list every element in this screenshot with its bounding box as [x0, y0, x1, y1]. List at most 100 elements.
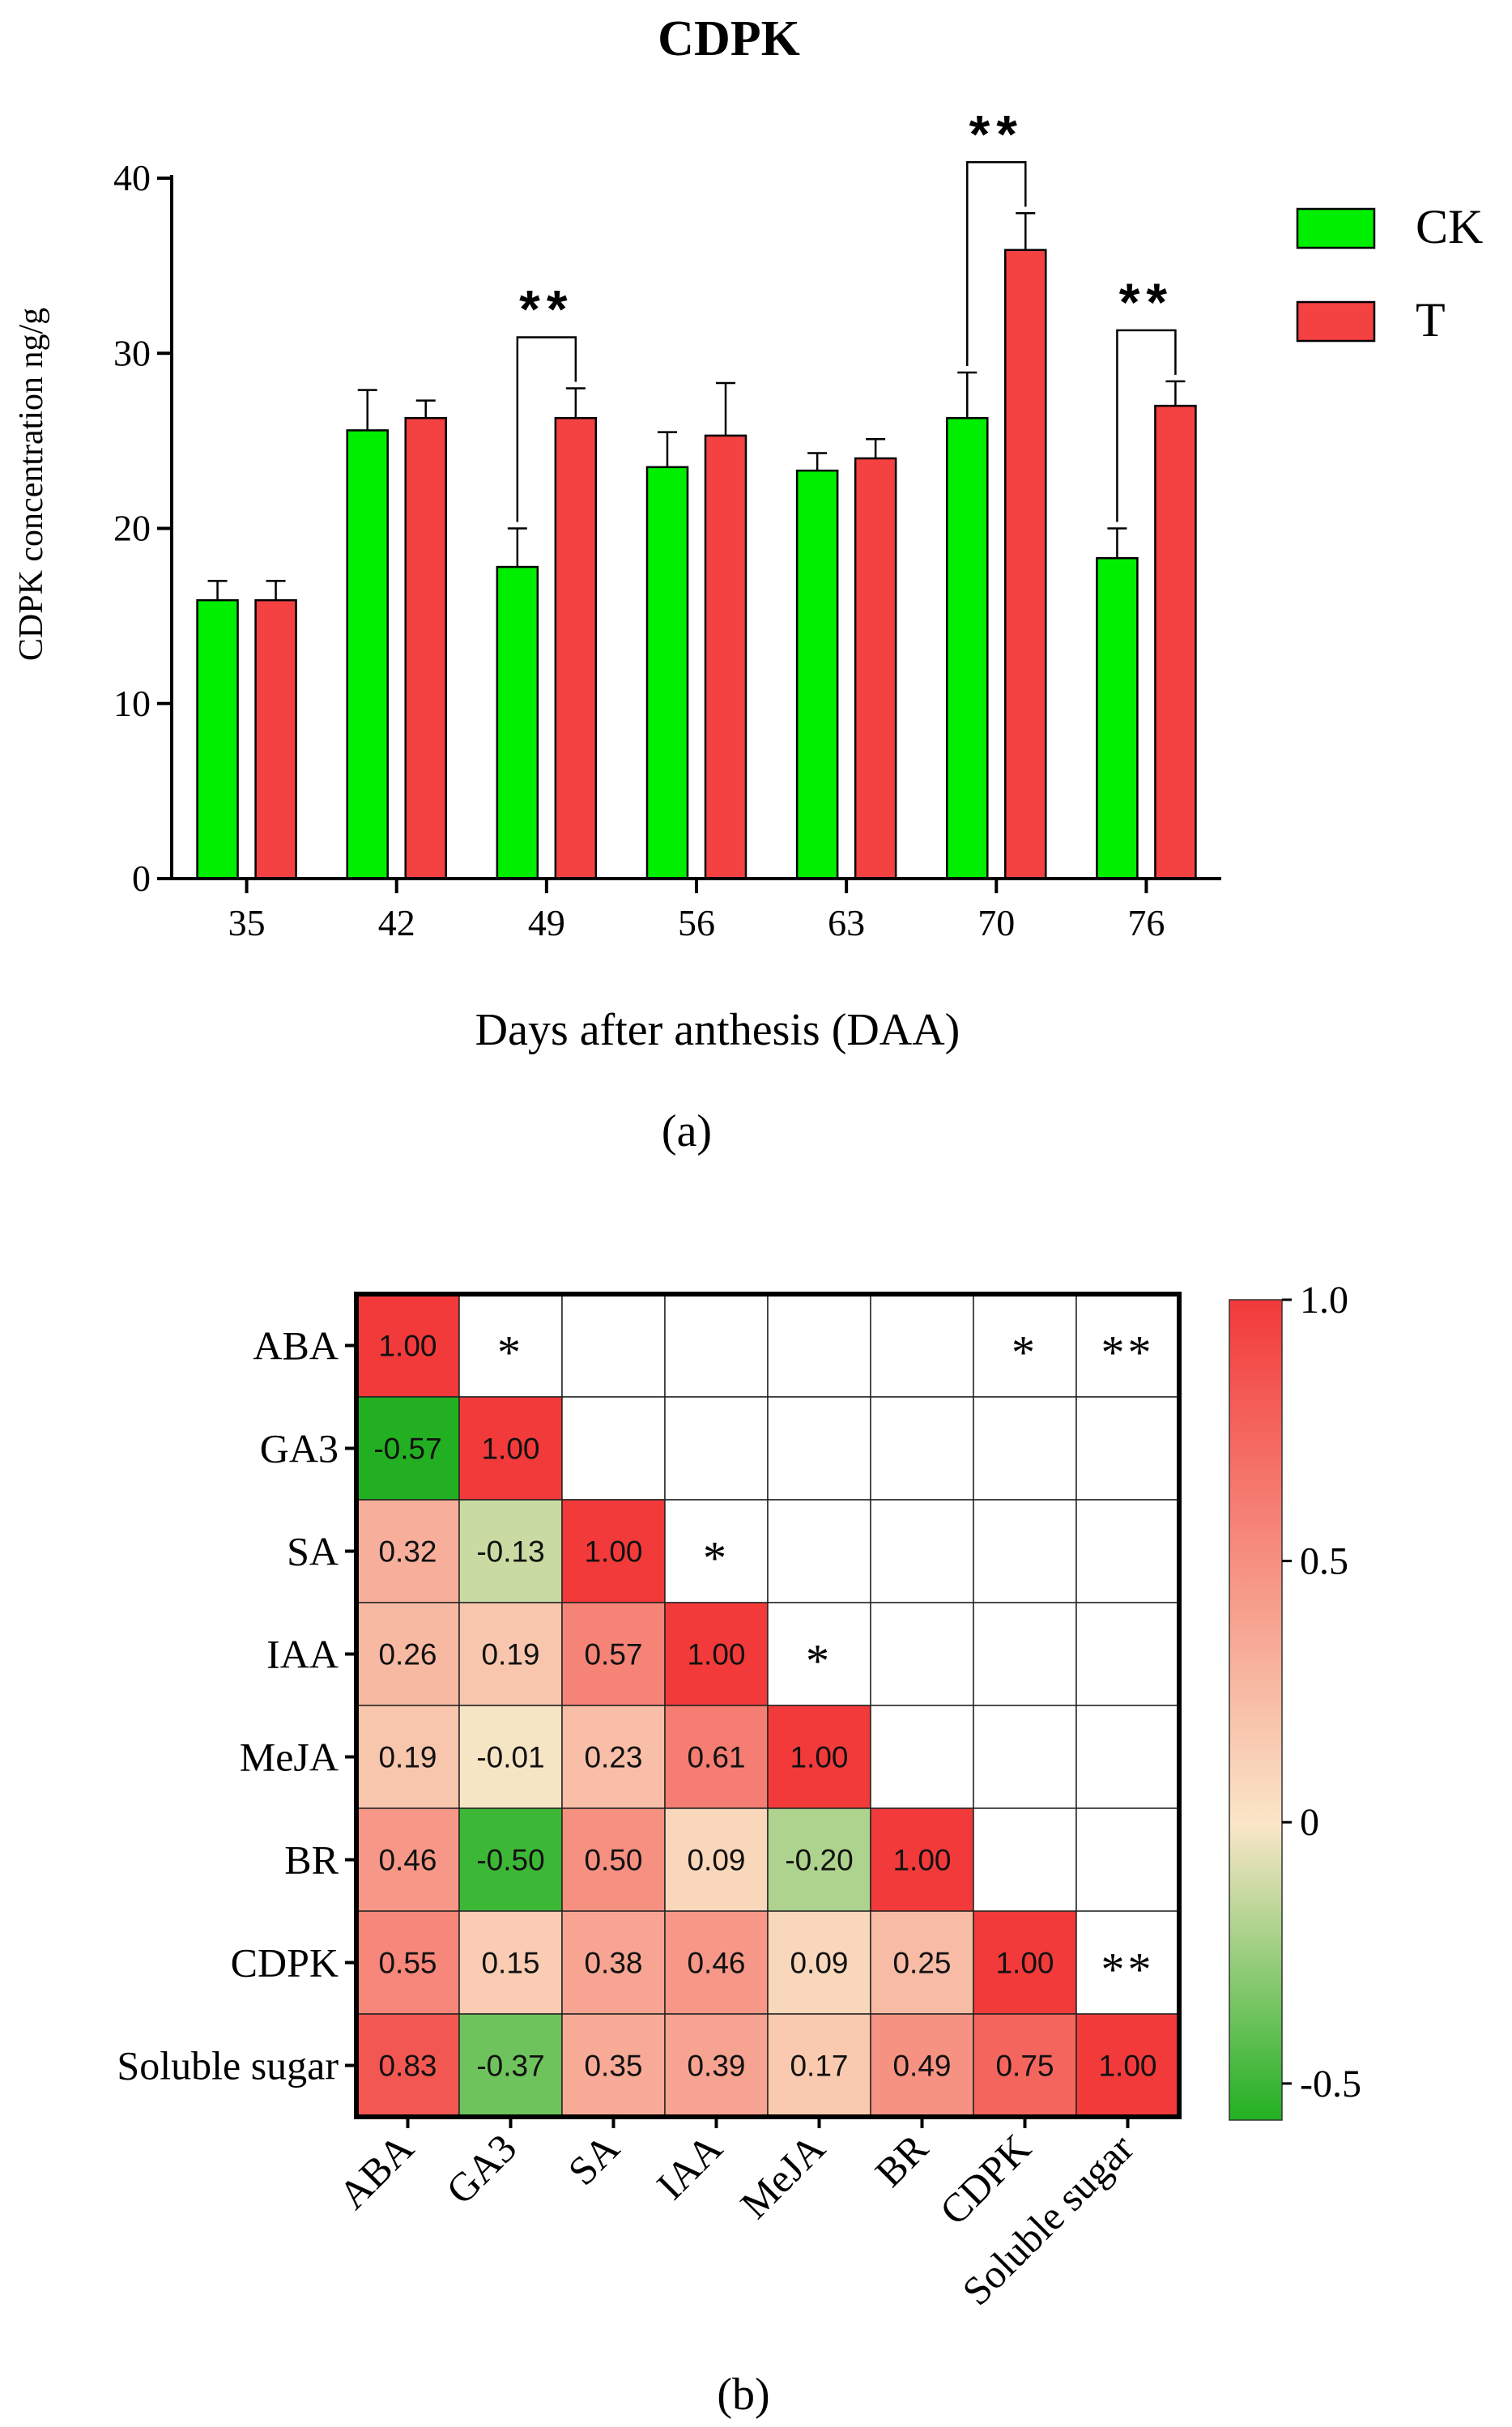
row-label: SA: [287, 1529, 339, 1574]
heatmap-cell: [767, 1807, 871, 1912]
cell-value-label: 0.19: [481, 1638, 539, 1671]
colorbar: -0.5 0 0.5 1.0: [1229, 1279, 1361, 2121]
heatmap-cell: [356, 1602, 460, 1706]
column-label: ABA: [330, 2125, 422, 2217]
cell-value-label: 0.55: [378, 1947, 437, 1980]
significance-label: **: [519, 279, 573, 339]
colorbar-tick-label: 1.0: [1300, 1279, 1348, 1322]
bar-chart-panel: CDPK CDPK concentration ng/g Days after …: [13, 11, 1483, 1156]
heatmap-cell: [664, 2013, 769, 2118]
bar-ck: [645, 466, 689, 880]
heatmap-cell: [1075, 1396, 1180, 1501]
cell-value-label: 1.00: [1098, 2050, 1156, 2083]
heatmap-cell: [356, 1807, 460, 1912]
bar-t: [704, 434, 747, 880]
x-tick-label: 70: [977, 902, 1015, 943]
column-label: GA3: [437, 2125, 525, 2212]
heatmap-cell: [767, 1396, 871, 1501]
bar-ck: [1096, 557, 1139, 880]
y-tick-label: 10: [113, 683, 151, 724]
cell-value-label: 0.83: [378, 2050, 437, 2083]
heatmap-cell: [664, 1602, 769, 1706]
heatmap-cell: [973, 1807, 1077, 1912]
row-label: GA3: [260, 1426, 339, 1471]
heatmap-cells: 1.00 -0.57 1.00 0.32 -0.13 1.00 0.26 0.19 0.57 1.…: [354, 1292, 1182, 2119]
x-axis-label: Days after anthesis (DAA): [475, 1005, 960, 1055]
heatmap-cell: [973, 1602, 1077, 1706]
row-label: BR: [284, 1837, 339, 1883]
cell-value-label: 0.49: [892, 2050, 951, 2083]
heatmap-cell: [458, 1705, 563, 1809]
column-label: SA: [559, 2125, 628, 2194]
heatmap-cell: [664, 1293, 769, 1398]
legend: CK T: [1296, 200, 1483, 347]
heatmap-cell: [1075, 1499, 1180, 1603]
x-tick-label: 63: [828, 902, 865, 943]
heatmap-cell: [870, 1807, 974, 1912]
legend-label-t: T: [1416, 293, 1446, 347]
cell-value-label: -0.57: [373, 1433, 441, 1466]
heatmap-cell: [356, 1499, 460, 1603]
y-tick-label: 20: [113, 508, 151, 549]
significance-bracket: [516, 336, 577, 522]
x-tick-label: 42: [378, 902, 415, 943]
y-tick-label: 40: [113, 157, 151, 198]
cell-value-label: -0.13: [476, 1535, 544, 1569]
correlation-heatmap-panel: 1.00-0.57 1.000.32 -0.13 1.000.26 0.19 0.57 1.…: [117, 1279, 1361, 2420]
bar-ck: [196, 598, 239, 880]
heatmap-cell: [561, 1602, 666, 1706]
cell-value-label: 1.00: [687, 1638, 745, 1671]
cell-value-label: 0.09: [790, 1947, 848, 1980]
heatmap-cell: [870, 2013, 974, 2118]
heatmap-cell: [870, 1293, 974, 1398]
heatmap-cell: [561, 1293, 666, 1398]
colorbar-gradient: [1229, 1299, 1283, 2121]
heatmap-cell: [870, 1705, 974, 1809]
bar-t: [404, 417, 447, 880]
heatmap-cell: [870, 1910, 974, 2015]
cell-value-label: 1.00: [995, 1947, 1054, 1980]
heatmap-cell: [1075, 1602, 1180, 1706]
cell-value-label: 1.00: [892, 1844, 951, 1877]
cell-value-label: 1.00: [481, 1433, 539, 1466]
heatmap-cell: [664, 1910, 769, 2015]
significance-bracket: [966, 161, 1027, 367]
heatmap-cell: [973, 1396, 1077, 1501]
heatmap-cell: [1075, 1807, 1180, 1912]
cell-value-label: -0.01: [476, 1741, 544, 1774]
significance-bracket: [1116, 329, 1177, 522]
heatmap-cell: [1075, 1705, 1180, 1809]
cell-value-label: 0.19: [378, 1741, 437, 1774]
axes: [170, 175, 1221, 880]
heatmap-cell: [973, 1499, 1077, 1603]
cell-value-label: 0.38: [584, 1947, 642, 1980]
x-tick-label: 56: [678, 902, 715, 943]
significance-star: *: [497, 1326, 524, 1379]
colorbar-tick-label: -0.5: [1300, 2063, 1361, 2106]
significance-star: *: [703, 1532, 730, 1585]
bar-ck: [795, 469, 839, 880]
cell-value-label: 0.26: [378, 1638, 437, 1671]
significance-star: *: [1012, 1326, 1038, 1379]
cell-value-label: 1.00: [584, 1535, 642, 1569]
bar-t: [554, 417, 598, 880]
colorbar-tick-label: 0: [1300, 1801, 1319, 1844]
heatmap-cell: [561, 1499, 666, 1603]
heatmap-cell: [973, 1705, 1077, 1809]
bar-t: [254, 598, 297, 880]
heatmap-cell: [458, 2013, 563, 2118]
heatmap-cell: [561, 1396, 666, 1501]
heatmap-cell: [664, 1499, 769, 1603]
legend-swatch-ck: [1296, 207, 1376, 249]
row-label: ABA: [253, 1323, 339, 1369]
column-label: IAA: [648, 2125, 730, 2208]
heatmap-cell: [767, 1293, 871, 1398]
significance-markers: ** ** **: [516, 104, 1177, 522]
heatmap-cell: [767, 1602, 871, 1706]
column-label: MeJA: [731, 2125, 833, 2227]
cell-value-label: 0.32: [378, 1535, 437, 1569]
heatmap-cell: [458, 1396, 563, 1501]
cell-value-label: 1.00: [378, 1330, 437, 1363]
y-axis-label: CDPK concentration ng/g: [13, 308, 50, 661]
heatmap-cell: [973, 1910, 1077, 2015]
